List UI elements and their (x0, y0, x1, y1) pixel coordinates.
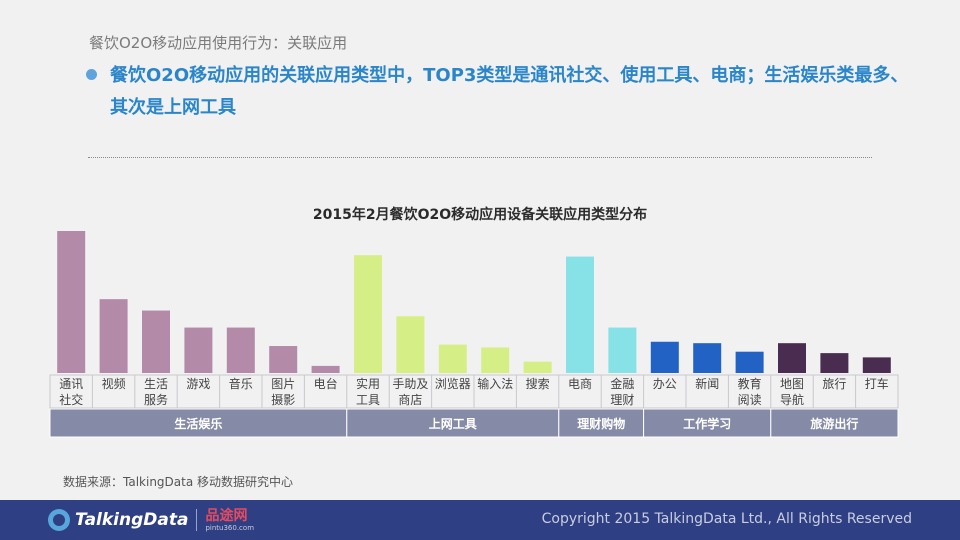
tick-label: 电台 (314, 376, 338, 391)
bar (142, 310, 170, 373)
bar (269, 346, 298, 373)
bar (438, 344, 467, 373)
tick-label: 理财 (610, 393, 634, 407)
group-band (643, 408, 772, 438)
group-label: 上网工具 (429, 416, 477, 431)
tick-label: 地图 (780, 377, 804, 391)
page-subtitle: 餐饮O2O移动应用使用行为：关联应用 (89, 34, 348, 52)
partner-name: 品途网 (205, 507, 248, 524)
tick-label: 社交 (59, 392, 83, 407)
bar (862, 357, 891, 373)
data-source: 数据来源：TalkingData 移动数据研究中心 (63, 475, 294, 489)
copyright: Copyright 2015 TalkingData Ltd., All Rig… (541, 511, 912, 527)
bullet-dot-icon (86, 69, 97, 80)
tick-label: 游戏 (186, 377, 210, 391)
tick-label: 旅行 (822, 377, 846, 391)
bar (566, 256, 594, 373)
dotted-divider (88, 157, 872, 158)
tick-label: 电商 (568, 376, 592, 391)
tick-label: 导航 (780, 392, 804, 407)
bar (608, 327, 637, 373)
tick-label: 阅读 (738, 393, 762, 407)
group-band (770, 408, 899, 438)
bar (184, 327, 213, 373)
tick-label: 金融 (610, 376, 634, 391)
tick-label: 工具 (356, 393, 380, 407)
tick-label: 音乐 (229, 376, 253, 391)
tick-label: 摄影 (271, 392, 295, 407)
tick-label: 商店 (398, 392, 422, 407)
bar (735, 351, 764, 373)
bar (650, 341, 679, 373)
partner-logo: 品途网 pintu360.com (205, 509, 254, 532)
bar (778, 343, 806, 373)
tick-label: 服务 (144, 392, 168, 407)
headline-line-1: 餐饮O2O移动应用的关联应用类型中，TOP3类型是通讯社交、使用工具、电商；生活… (110, 65, 909, 86)
tick-label: 输入法 (477, 376, 513, 391)
bar (481, 347, 510, 373)
partner-url: pintu360.com (205, 523, 255, 532)
tick-label: 生活 (144, 377, 168, 391)
headline: 餐饮O2O移动应用的关联应用类型中，TOP3类型是通讯社交、使用工具、电商；生活… (110, 60, 940, 124)
chart-title: 2015年2月餐饮O2O移动应用设备关联应用类型分布 (312, 207, 648, 223)
tick-label: 图片 (271, 377, 295, 391)
group-label: 旅游出行 (810, 416, 858, 431)
group-band (558, 408, 645, 438)
tick-label: 新闻 (695, 376, 719, 391)
bar (226, 327, 255, 373)
group-label: 工作学习 (683, 416, 731, 431)
bar (396, 316, 425, 373)
bar (311, 365, 340, 373)
tick-label: 打车 (865, 376, 889, 391)
tick-label: 教育 (738, 376, 762, 391)
bar (57, 231, 86, 373)
bar (820, 353, 849, 373)
logo-text: TalkingData (75, 510, 189, 530)
footer-bar: TalkingData 品途网 pintu360.com Copyright 2… (0, 500, 960, 540)
tick-label: 通讯 (59, 377, 83, 391)
talkingdata-logo-icon (48, 509, 70, 531)
tick-label: 浏览器 (435, 376, 471, 391)
tick-label: 办公 (653, 376, 677, 391)
group-label: 理财购物 (577, 416, 625, 431)
bar (99, 299, 128, 373)
tick-label: 实用 (356, 376, 380, 391)
group-band (49, 408, 348, 438)
headline-line-2: 其次是上网工具 (110, 97, 236, 118)
tick-label: 视频 (102, 376, 126, 391)
logo-separator (196, 509, 198, 531)
talkingdata-logo: TalkingData 品途网 pintu360.com (48, 508, 254, 532)
tick-label: 手助及 (392, 377, 428, 391)
bar (354, 255, 382, 373)
tick-label: 搜索 (526, 376, 550, 391)
bar (523, 361, 552, 373)
group-band (346, 408, 560, 438)
bar (693, 343, 722, 373)
group-label: 生活娱乐 (174, 416, 222, 431)
